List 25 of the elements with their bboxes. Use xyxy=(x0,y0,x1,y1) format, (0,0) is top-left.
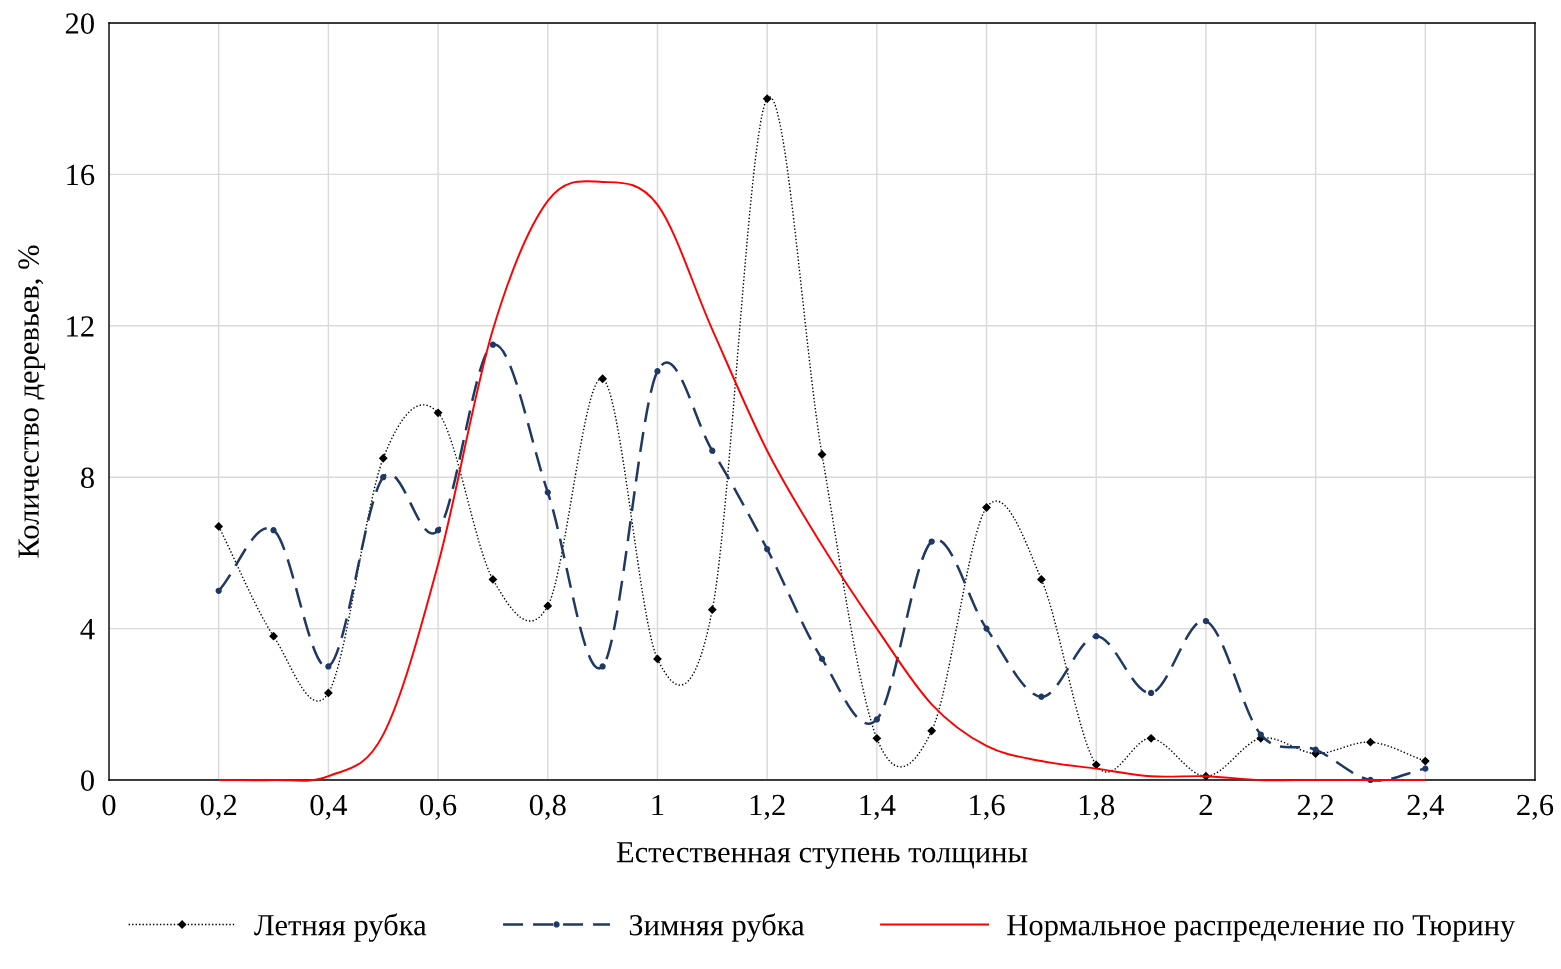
x-tick-label: 1 xyxy=(652,794,664,816)
x-axis-title: Естественная ступень толщины xyxy=(616,842,1028,869)
x-tick-label: 1,4 xyxy=(860,794,896,820)
legend-label: Летняя рубка xyxy=(254,913,427,942)
x-tick-label: 0,2 xyxy=(200,794,237,820)
y-axis-title: Количество деревьев, % xyxy=(18,245,46,558)
y-tick-label: 8 xyxy=(81,467,94,489)
x-tick-label: 0,4 xyxy=(310,794,347,820)
x-tick-label: 2,2 xyxy=(1297,794,1334,820)
x-tick-label: 2,6 xyxy=(1517,794,1554,820)
x-tick-label: 1,2 xyxy=(750,794,785,820)
x-tick-label: 2,4 xyxy=(1407,794,1444,820)
x-tick-label: 0,6 xyxy=(420,794,457,820)
x-tick-label: 0 xyxy=(102,794,116,816)
legend-label: Нормальное распределение по Тюрину xyxy=(1007,915,1516,942)
y-tick-label: 16 xyxy=(67,164,95,186)
x-tick-label: 1,8 xyxy=(1079,794,1115,820)
x-tick-label: 2 xyxy=(1199,794,1212,816)
y-tick-label: 20 xyxy=(65,13,94,34)
legend-label: Зимняя рубка xyxy=(629,913,805,942)
y-tick-label: 12 xyxy=(67,316,94,337)
x-tick-label: 1,6 xyxy=(970,794,1005,820)
y-tick-label: 4 xyxy=(80,619,95,640)
x-tick-label: 0,8 xyxy=(529,794,566,820)
y-tick-label: 0 xyxy=(81,770,94,791)
